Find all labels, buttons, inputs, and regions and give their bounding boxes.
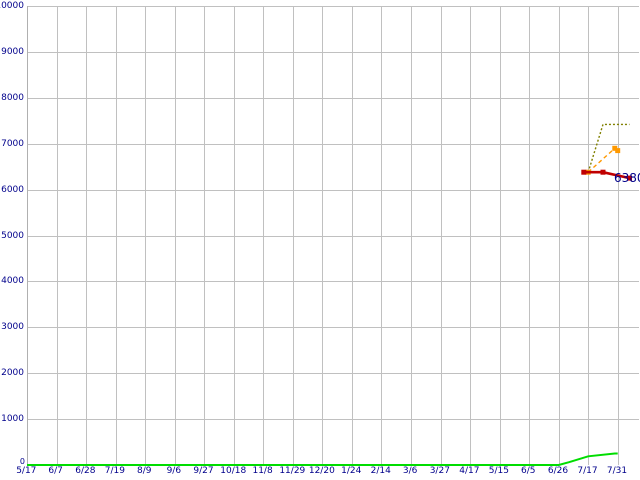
gridline-horizontal bbox=[27, 143, 639, 145]
gridline-vertical bbox=[529, 6, 531, 465]
series-marker-red-actual bbox=[600, 169, 606, 175]
gridline-horizontal bbox=[27, 281, 639, 283]
x-axis-tick-label: 4/17 bbox=[459, 466, 480, 476]
x-axis-tick-label: 10/18 bbox=[220, 466, 247, 476]
value-label: 6380 bbox=[614, 171, 640, 185]
x-axis-tick-label: 1/24 bbox=[341, 466, 362, 476]
x-axis-tick-label: 11/8 bbox=[252, 466, 273, 476]
x-axis-tick-label: 9/6 bbox=[166, 466, 182, 476]
x-axis-tick-label: 7/31 bbox=[606, 466, 628, 476]
gridline-vertical bbox=[174, 6, 176, 465]
series-line-green-baseline bbox=[27, 452, 618, 466]
series-line-olive-dotted bbox=[587, 123, 630, 173]
y-axis-tick-label: 0 bbox=[19, 457, 25, 466]
gridline-vertical bbox=[86, 6, 88, 465]
x-axis-tick-label: 6/26 bbox=[547, 466, 569, 476]
x-axis-tick-label: 12/20 bbox=[308, 466, 335, 476]
gridline-horizontal bbox=[27, 189, 639, 191]
y-axis-tick-label: 9000 bbox=[1, 46, 24, 57]
y-axis-line bbox=[27, 6, 28, 465]
gridline-vertical bbox=[322, 6, 324, 465]
gridline-vertical bbox=[470, 6, 472, 465]
x-axis-tick-label: 8/9 bbox=[137, 466, 152, 476]
gridline-vertical bbox=[440, 6, 442, 465]
x-axis-tick-label: 6/7 bbox=[48, 466, 63, 476]
series-marker-red-actual bbox=[627, 175, 632, 181]
gridline-vertical bbox=[233, 6, 235, 465]
plot-area bbox=[27, 6, 639, 465]
y-axis: 0 1000 2000 3000 4000 5000 6000 7000 8000 9000 100… bbox=[0, 0, 27, 480]
x-axis-tick-label: 7/17 bbox=[577, 466, 598, 476]
x-axis-tick-label: 3/6 bbox=[402, 466, 418, 476]
x-axis-tick-label: 6/5 bbox=[521, 466, 536, 476]
gridline-vertical bbox=[292, 6, 294, 465]
x-axis-tick-label: 5/17 bbox=[16, 466, 37, 476]
y-axis-tick-label: 10000 bbox=[0, 1, 24, 11]
x-axis-tick-label: 9/27 bbox=[193, 466, 214, 476]
gridline-vertical bbox=[588, 6, 590, 465]
gridline-vertical bbox=[351, 6, 353, 465]
gridline-vertical bbox=[381, 6, 383, 465]
gridline-horizontal bbox=[27, 419, 639, 421]
gridline-horizontal bbox=[27, 97, 639, 99]
x-axis-tick-label: 11/29 bbox=[279, 466, 306, 476]
gridline-vertical bbox=[558, 6, 560, 465]
gridline-horizontal bbox=[27, 6, 639, 7]
y-axis-tick-label: 7000 bbox=[1, 138, 24, 149]
gridline-vertical bbox=[145, 6, 147, 465]
series-marker-orange-dashed bbox=[612, 145, 618, 151]
y-axis-tick-label: 8000 bbox=[1, 92, 24, 103]
y-axis-tick-label: 3000 bbox=[1, 322, 24, 333]
x-axis-tick-label: 2/14 bbox=[370, 466, 391, 476]
x-axis-tick-label: 6/28 bbox=[75, 466, 96, 476]
gridline-vertical bbox=[115, 6, 117, 465]
y-axis-tick-label: 1000 bbox=[1, 414, 24, 425]
x-axis-tick-label: 3/27 bbox=[429, 466, 450, 476]
x-axis-tick-label: 7/19 bbox=[104, 466, 126, 476]
gridline-vertical bbox=[56, 6, 58, 465]
series-marker-orange-dashed bbox=[615, 148, 621, 154]
series-marker-red-actual bbox=[581, 169, 587, 175]
gridline-vertical bbox=[204, 6, 206, 465]
y-axis-tick-label: 4000 bbox=[1, 276, 24, 287]
x-axis-tick-label: 5/15 bbox=[488, 466, 509, 476]
gridline-vertical bbox=[617, 6, 619, 465]
y-axis-tick-label: 6000 bbox=[1, 184, 24, 195]
gridline-horizontal bbox=[27, 327, 639, 329]
gridline-horizontal bbox=[27, 235, 639, 237]
y-axis-tick-label: 2000 bbox=[1, 368, 24, 379]
gridline-horizontal bbox=[27, 51, 639, 53]
gridline-horizontal bbox=[27, 373, 639, 375]
gridline-vertical bbox=[499, 6, 501, 465]
y-axis-tick-label: 5000 bbox=[1, 230, 24, 241]
gridline-vertical bbox=[410, 6, 412, 465]
gridline-vertical bbox=[263, 6, 265, 465]
